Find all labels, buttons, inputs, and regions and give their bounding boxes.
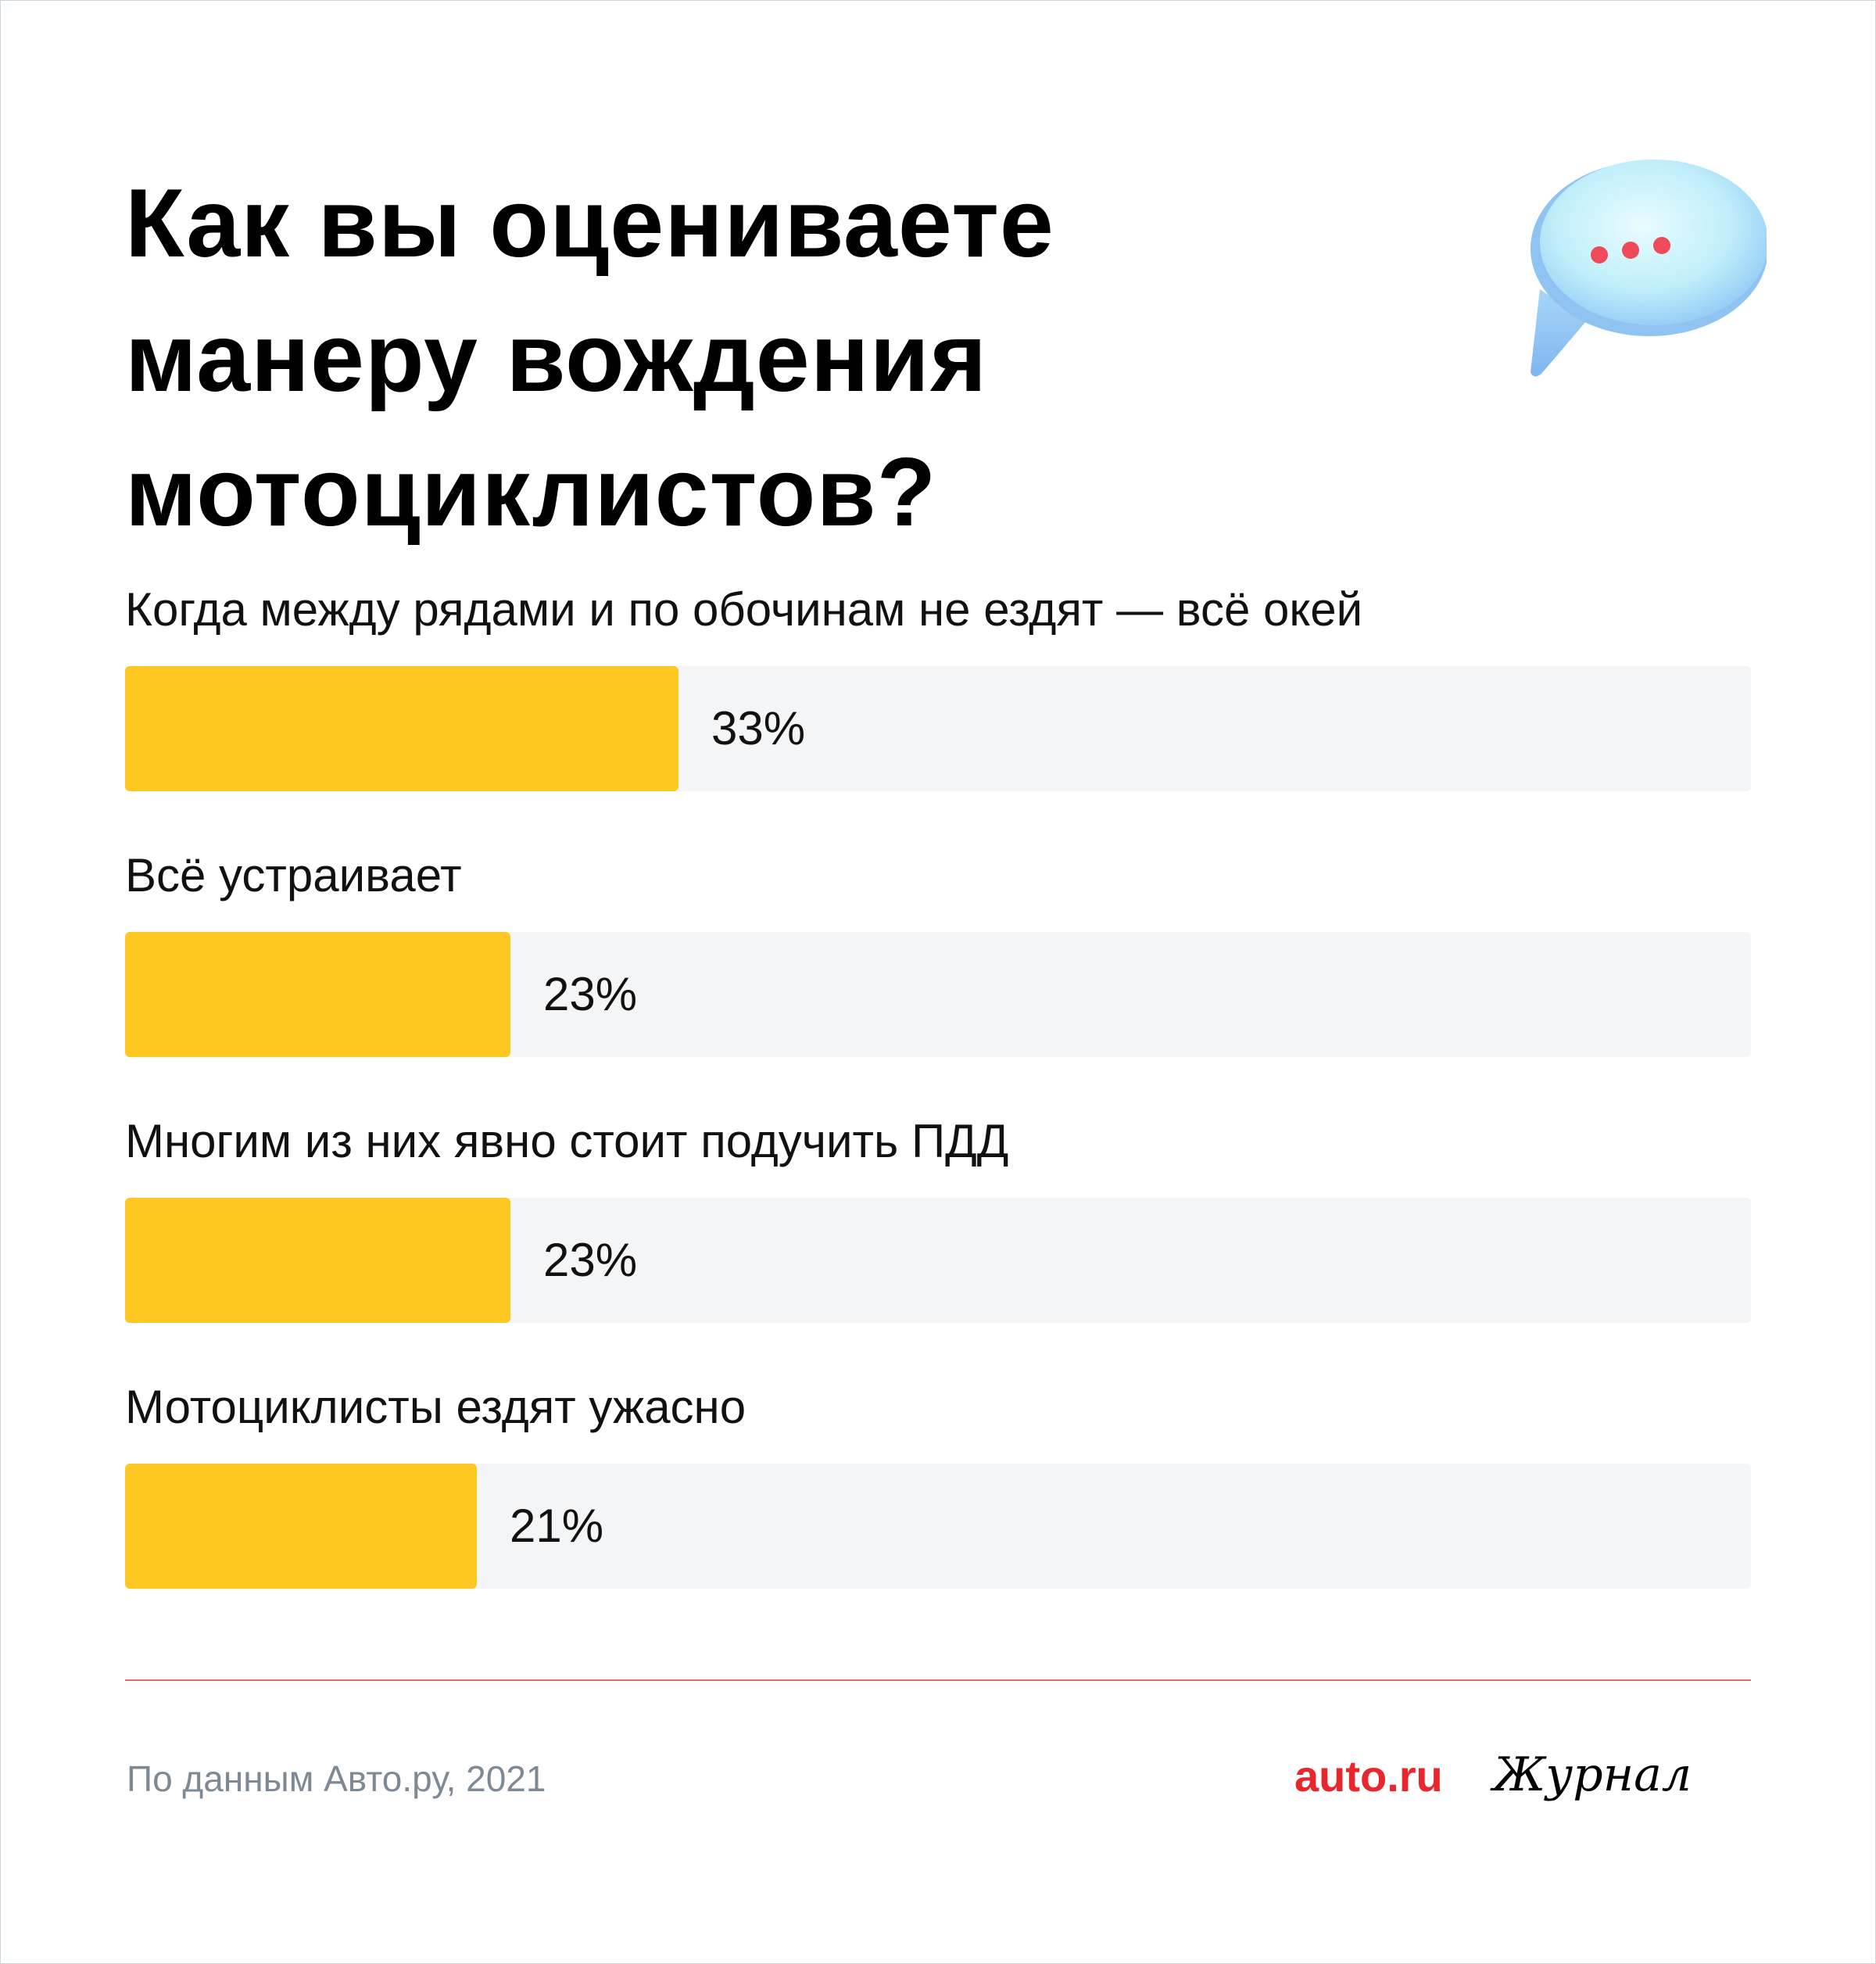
option-row: Мотоциклисты ездят ужасно 21%: [125, 1376, 1751, 1642]
value-label: 23%: [543, 1234, 638, 1286]
option-label: Мотоциклисты ездят ужасно: [125, 1381, 746, 1433]
value-label: 33%: [711, 702, 806, 754]
source-note: По данным Авто.ру, 2021: [127, 1758, 546, 1799]
option-label: Всё устраивает: [125, 849, 462, 901]
bar-track: [125, 932, 1751, 1057]
chart-title: Как вы оцениваете манеру вождения мотоци…: [125, 170, 1054, 547]
divider: [125, 1679, 1751, 1681]
bar-fill: [125, 932, 510, 1057]
bar-track: [125, 1198, 1751, 1323]
brand-logo-journal: Журнал: [1493, 1747, 1692, 1802]
option-label: Многим из них явно стоит подучить ПДД: [125, 1115, 1009, 1167]
speech-bubble-icon: [1531, 159, 1767, 377]
option-row: Всё устраивает 23%: [125, 844, 1751, 1110]
option-row: Когда между рядами и по обочинам не ездя…: [125, 579, 1751, 844]
value-label: 21%: [510, 1500, 604, 1552]
bar-fill: [125, 666, 678, 791]
options-chart: Когда между рядами и по обочинам не ездя…: [125, 579, 1751, 1642]
bar-track: [125, 666, 1751, 791]
brand-logo-auto: auto.ru: [1294, 1751, 1443, 1801]
value-label: 23%: [543, 968, 638, 1020]
option-label: Когда между рядами и по обочинам не ездя…: [125, 583, 1363, 636]
bar-track: [125, 1464, 1751, 1589]
bar-fill: [125, 1198, 510, 1323]
bar-fill: [125, 1464, 477, 1589]
option-row: Многим из них явно стоит подучить ПДД 23…: [125, 1110, 1751, 1376]
